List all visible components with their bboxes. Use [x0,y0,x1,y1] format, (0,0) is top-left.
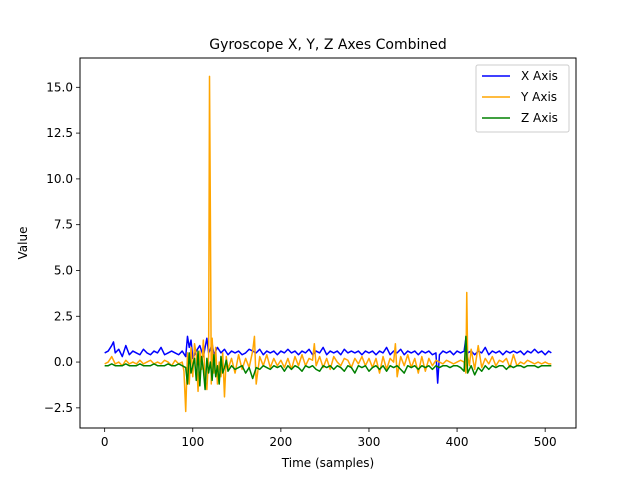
x-axis-ticks: 0 100 200 300 400 500 [101,428,557,449]
x-tick-label: 500 [534,435,557,449]
x-tick-label: 200 [269,435,292,449]
y-tick-label: 2.5 [54,309,73,323]
y-tick-label: 12.5 [46,126,73,140]
y-axis-label: Value [16,227,30,260]
plot-frame [79,57,577,429]
series-line-z-axis [104,335,552,391]
y-axis-ticks: −2.5 0.0 2.5 5.0 7.5 10.0 12.5 15.0 [44,80,80,415]
y-tick-label: 0.0 [54,355,73,369]
legend-label-x: X Axis [521,69,558,83]
x-axis-label: Time (samples) [281,456,374,470]
legend: X Axis Y Axis Z Axis [475,64,570,133]
legend-box [475,64,570,133]
legend-label-z: Z Axis [521,111,558,125]
x-tick-label: 100 [181,435,204,449]
series-line-x-axis [104,335,552,384]
y-tick-label: 5.0 [54,263,73,277]
y-tick-label: 10.0 [46,172,73,186]
legend-label-y: Y Axis [520,90,557,104]
x-tick-label: 300 [358,435,381,449]
y-tick-label: −2.5 [44,401,73,415]
x-tick-label: 400 [446,435,469,449]
y-tick-label: 15.0 [46,80,73,94]
series-layer [104,75,552,413]
x-tick-label: 0 [101,435,109,449]
chart-title: Gyroscope X, Y, Z Axes Combined [209,37,447,53]
y-tick-label: 7.5 [54,218,73,232]
